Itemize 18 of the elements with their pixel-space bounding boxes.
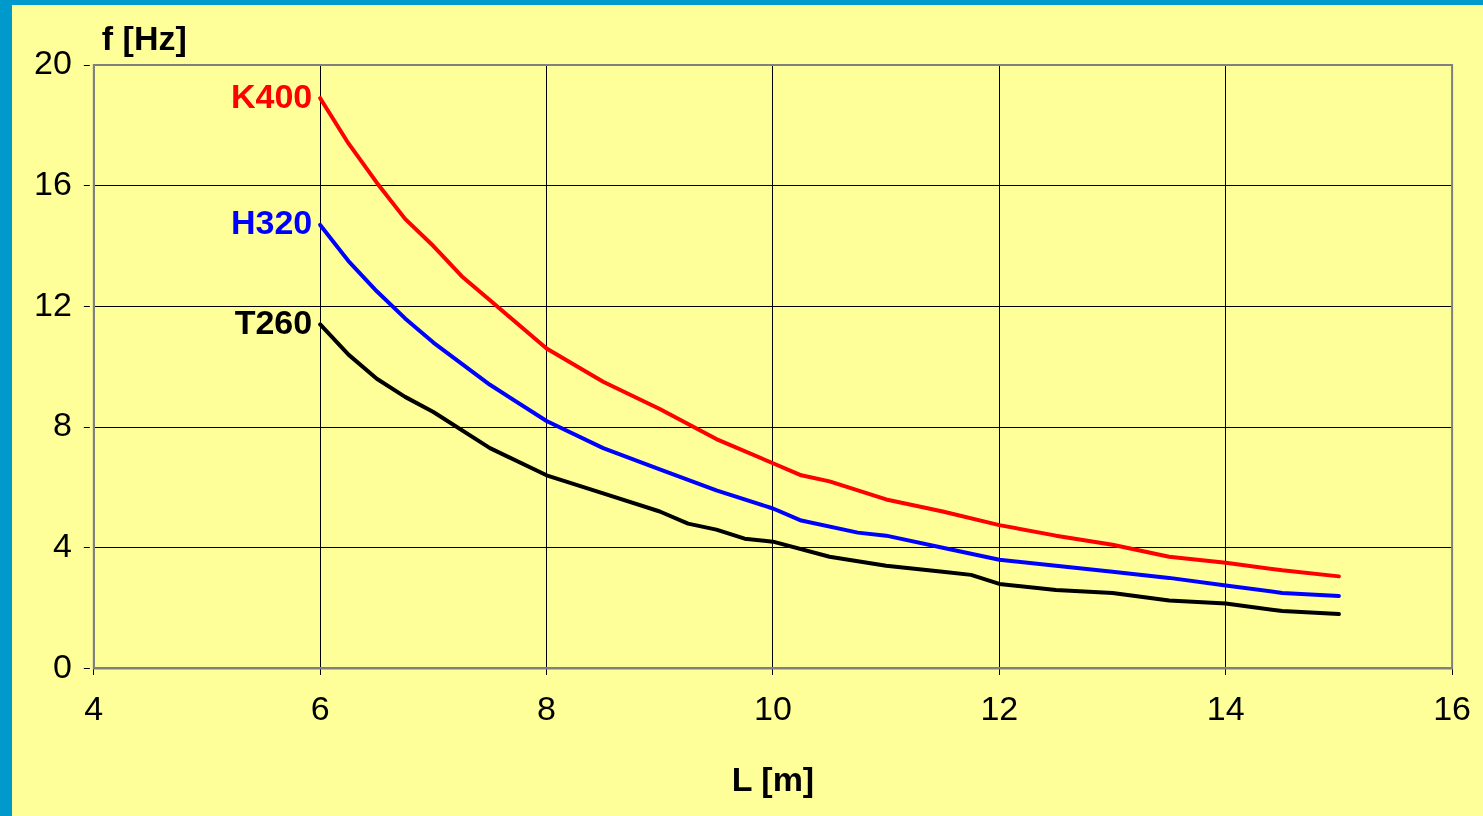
x-tick-label: 6: [310, 689, 330, 728]
x-tick-label: 8: [537, 689, 557, 728]
y-tick-label: 12: [33, 284, 72, 323]
series-label: K400: [230, 76, 313, 115]
y-axis-title: f [Hz]: [101, 19, 187, 58]
y-tick-label: 8: [52, 405, 72, 444]
series-label: H320: [230, 203, 313, 242]
series-label: T260: [234, 302, 313, 341]
x-tick-label: 16: [1433, 689, 1471, 728]
y-tick-label: 0: [52, 646, 72, 685]
x-tick-label: 10: [754, 689, 792, 728]
x-tick-label: 4: [84, 689, 104, 728]
x-axis-title: L [m]: [731, 759, 815, 798]
x-tick-label: 14: [1206, 689, 1245, 728]
y-tick-label: 16: [33, 164, 72, 203]
x-tick-label: 12: [980, 689, 1019, 728]
y-tick-label: 20: [33, 43, 72, 82]
y-tick-label: 4: [52, 526, 72, 565]
